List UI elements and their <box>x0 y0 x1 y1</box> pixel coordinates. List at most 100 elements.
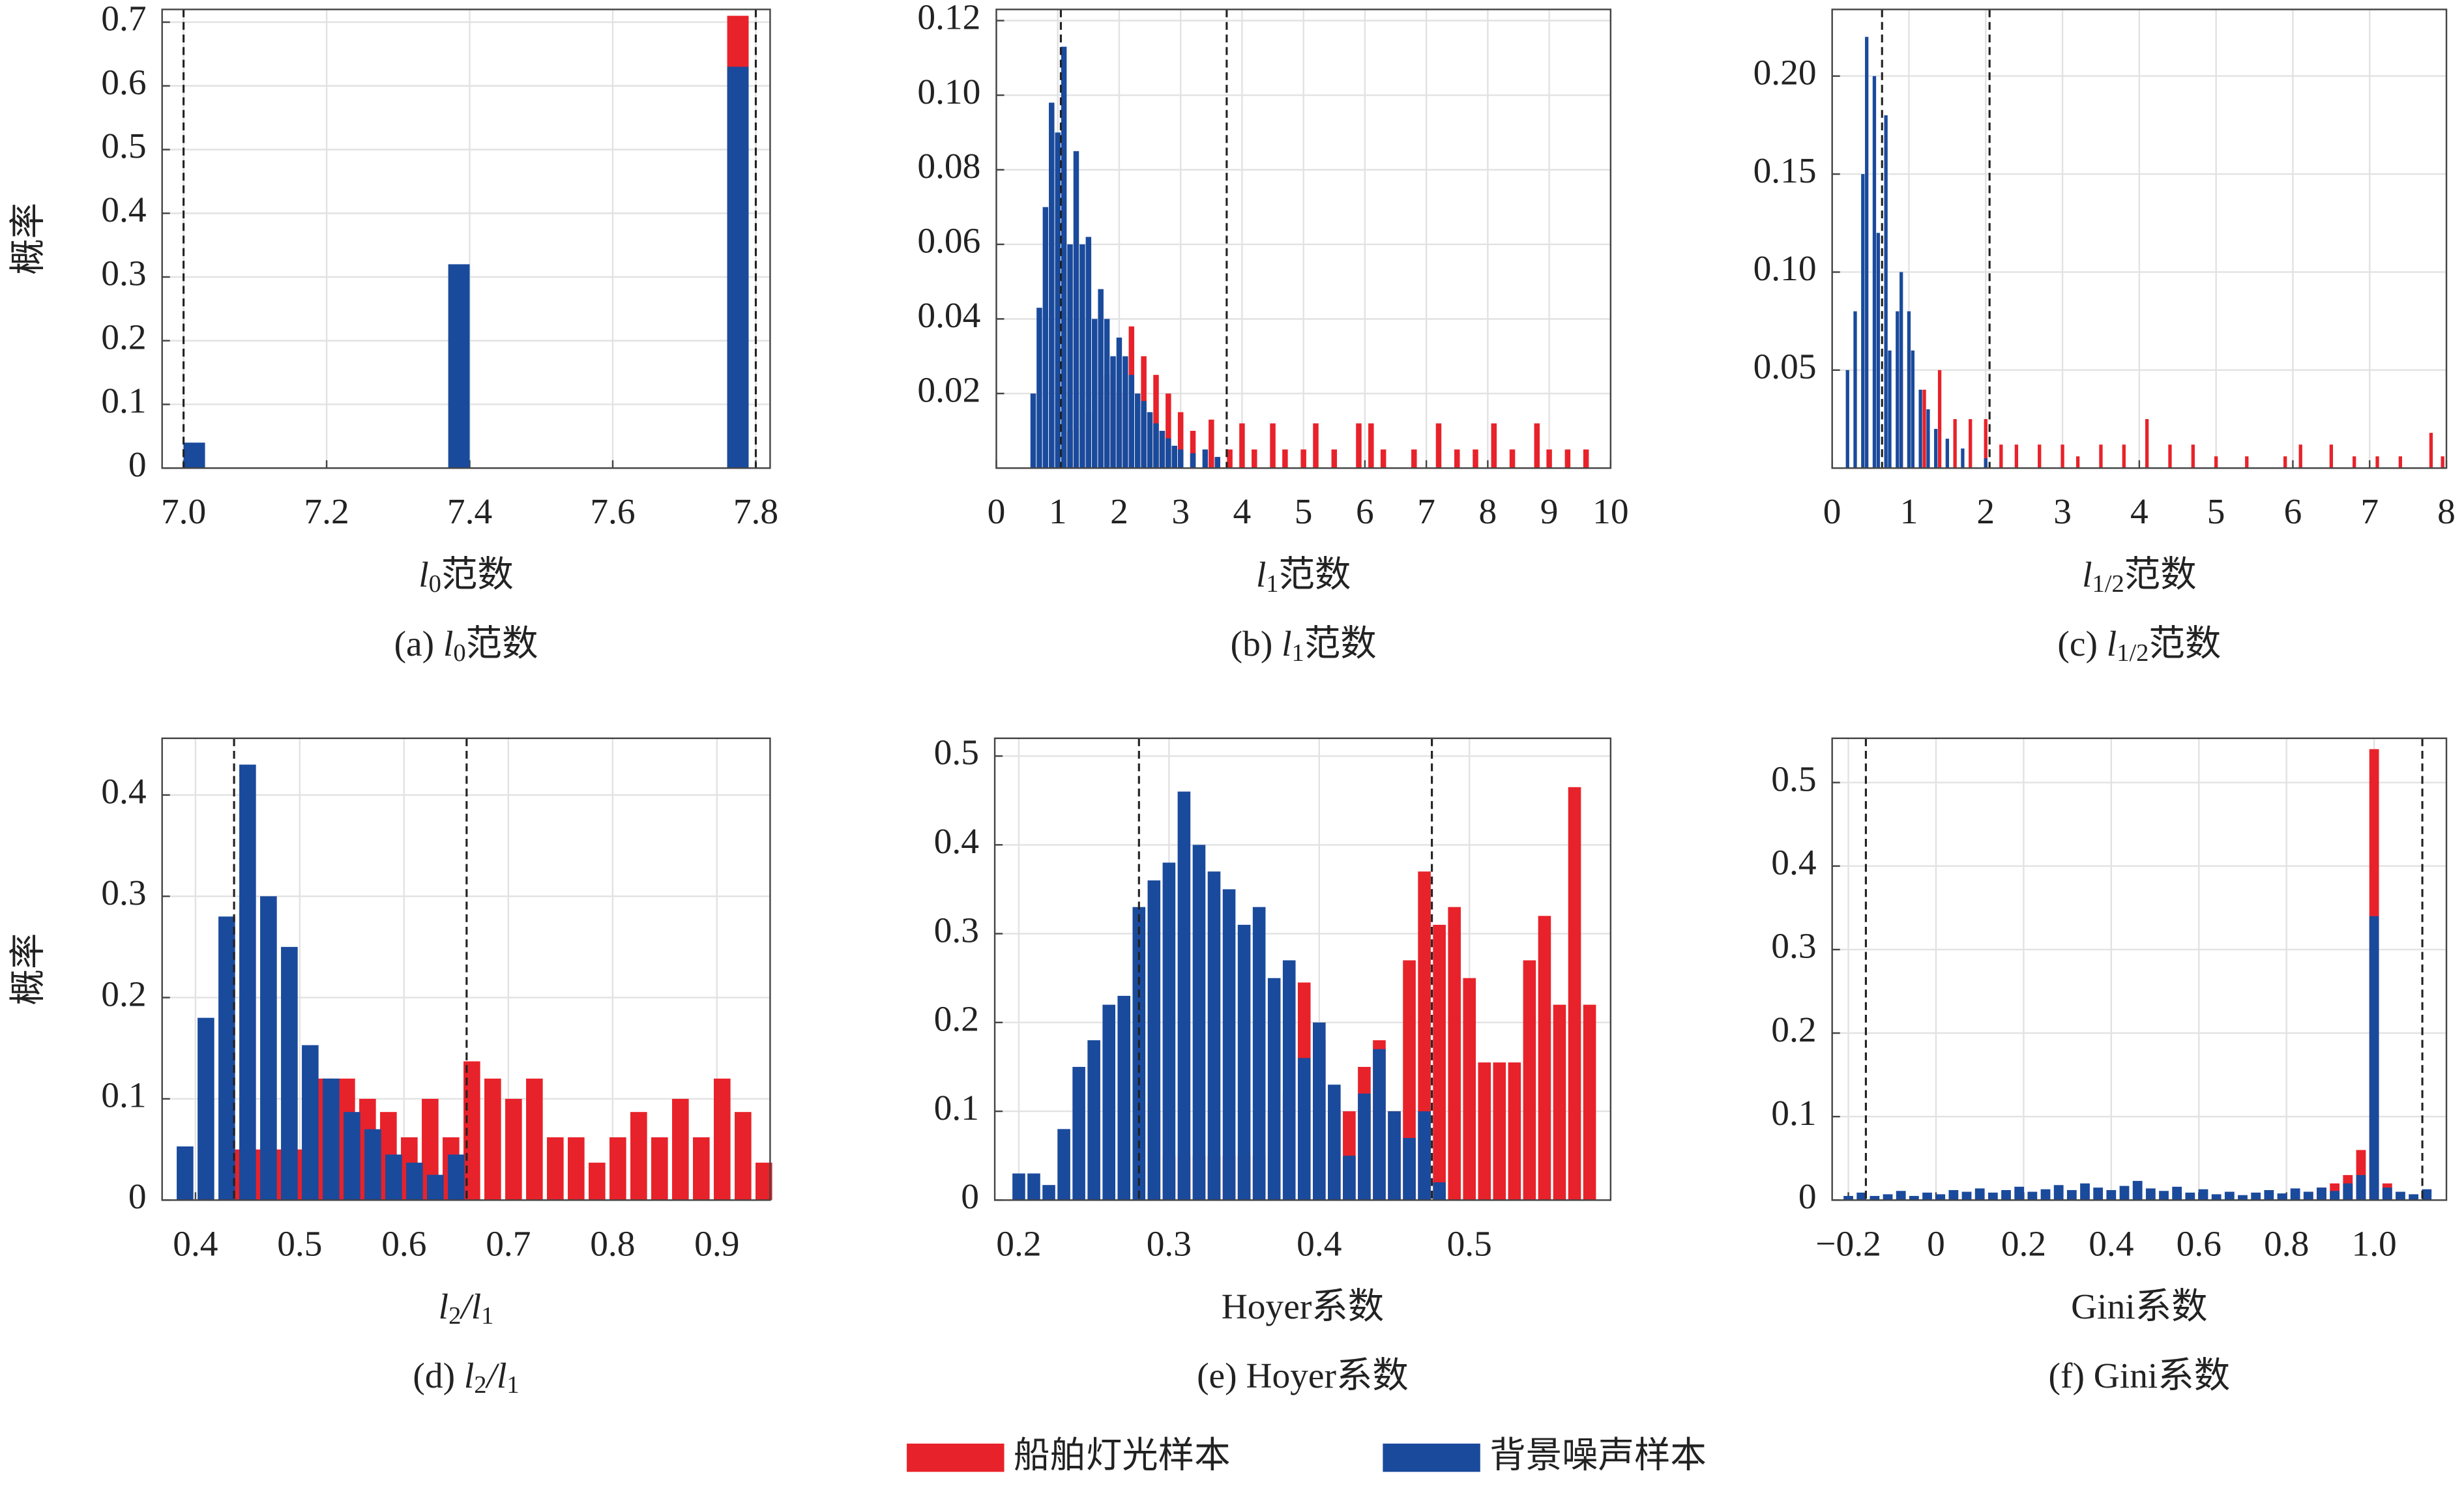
bar <box>1085 237 1092 469</box>
y-tick-label: 0.10 <box>1753 248 1817 288</box>
bar <box>2422 1189 2432 1201</box>
bar <box>1042 1185 1055 1201</box>
y-tick-label: 0.04 <box>917 295 980 335</box>
bar <box>1945 439 1950 469</box>
legend-label: 背景噪声样本 <box>1489 1436 1707 1476</box>
caption-part: 范数 <box>2149 624 2221 663</box>
bar <box>1055 132 1061 469</box>
x-tick-label: 0.4 <box>1297 1223 1342 1263</box>
bar <box>1884 115 1888 469</box>
y-tick-label: 0.20 <box>1753 52 1817 92</box>
bar <box>1313 423 1319 469</box>
bar <box>1177 412 1184 469</box>
y-tick-label: 0.2 <box>1771 1010 1816 1049</box>
y-tick-label: 0 <box>961 1176 979 1216</box>
bar <box>448 264 470 469</box>
x-axis-label-part: 1 <box>1266 570 1278 597</box>
caption-part: /l <box>485 1356 507 1395</box>
plot-frame <box>161 737 771 1201</box>
bar <box>1239 423 1245 469</box>
y-tick-label: 0.5 <box>1771 759 1816 798</box>
bar <box>1888 350 1892 469</box>
bar <box>2264 1189 2274 1201</box>
caption-part: 1 <box>1292 639 1304 667</box>
bar <box>1534 423 1540 469</box>
bar <box>1922 1192 1932 1201</box>
plot-frame <box>1831 737 2448 1201</box>
y-tick-label: 0.1 <box>101 1075 146 1115</box>
bar <box>1092 319 1098 469</box>
caption-part: (c) <box>2057 624 2106 663</box>
caption-part: l <box>443 624 453 663</box>
caption-part: l <box>1282 624 1291 663</box>
bar <box>2303 1191 2313 1201</box>
bar <box>1493 1062 1506 1201</box>
y-tick-label: 0 <box>1798 1176 1817 1216</box>
x-tick-label: 2 <box>1110 491 1128 531</box>
x-tick-label: 4 <box>2130 491 2149 531</box>
caption-part: (a) <box>394 624 443 663</box>
x-axis-label-part: l <box>1256 555 1266 594</box>
bar <box>260 896 277 1201</box>
bar <box>1049 102 1055 469</box>
bar <box>1192 845 1206 1201</box>
caption-part: l <box>464 1356 474 1395</box>
bar <box>2014 444 2019 469</box>
x-axis-label: l1/2范数 <box>2082 555 2197 598</box>
bar <box>2172 1186 2182 1201</box>
x-axis-label-part: 2 <box>448 1302 461 1330</box>
bar <box>1435 423 1442 469</box>
bar <box>2132 1180 2143 1201</box>
x-tick-label: 7.8 <box>733 491 778 531</box>
bar <box>1922 389 1926 469</box>
bar <box>1027 1173 1040 1201</box>
x-tick-label: 0.7 <box>486 1223 531 1263</box>
bar <box>1538 916 1551 1201</box>
caption-part: (d) <box>413 1356 463 1395</box>
x-tick-label: 0.6 <box>381 1223 426 1263</box>
bar <box>2441 456 2444 469</box>
y-tick-label: 0.1 <box>101 381 146 420</box>
plot-frame <box>993 737 1612 1201</box>
bar <box>2066 1189 2077 1201</box>
bar <box>1553 1004 1566 1201</box>
caption-part: (b) <box>1231 624 1282 663</box>
x-tick-label: 4 <box>1233 491 1252 531</box>
bar <box>1870 1195 1880 1201</box>
x-tick-label: 9 <box>1540 491 1559 531</box>
bar <box>2277 1193 2287 1201</box>
bar <box>2298 444 2302 469</box>
x-axis-label-part: 范数 <box>1279 555 1351 594</box>
x-axis-label-part: Gini系数 <box>2071 1287 2207 1326</box>
bar <box>2191 444 2195 469</box>
bar <box>1358 1093 1371 1201</box>
bar <box>406 1162 423 1201</box>
y-tick-label: 0.3 <box>934 910 979 950</box>
bar <box>526 1078 543 1201</box>
y-tick-label: 0.2 <box>934 999 979 1039</box>
caption-part: (f) Gini系数 <box>2049 1356 2231 1395</box>
x-tick-label: 1 <box>1900 491 1918 531</box>
bar <box>1546 449 1552 469</box>
bar <box>1896 1191 1906 1201</box>
bar <box>1843 1195 1853 1201</box>
bar <box>630 1112 647 1201</box>
bar <box>1463 978 1476 1201</box>
bar <box>1473 449 1478 469</box>
x-tick-label: 1.0 <box>2351 1223 2396 1263</box>
bar <box>2106 1189 2117 1201</box>
bar <box>1380 449 1386 469</box>
bar <box>2214 456 2218 469</box>
bar <box>1073 151 1079 469</box>
bar <box>2061 444 2064 469</box>
bar <box>2375 456 2379 469</box>
x-tick-label: 2 <box>1976 491 1995 531</box>
x-tick-label: 6 <box>2284 491 2302 531</box>
y-tick-label: 0.10 <box>917 72 980 111</box>
bar <box>2168 444 2172 469</box>
bar <box>1433 1182 1446 1201</box>
caption-part: 1/2 <box>2117 639 2149 667</box>
x-axis-label-part: 1/2 <box>2092 570 2124 597</box>
bar <box>1117 995 1131 1201</box>
